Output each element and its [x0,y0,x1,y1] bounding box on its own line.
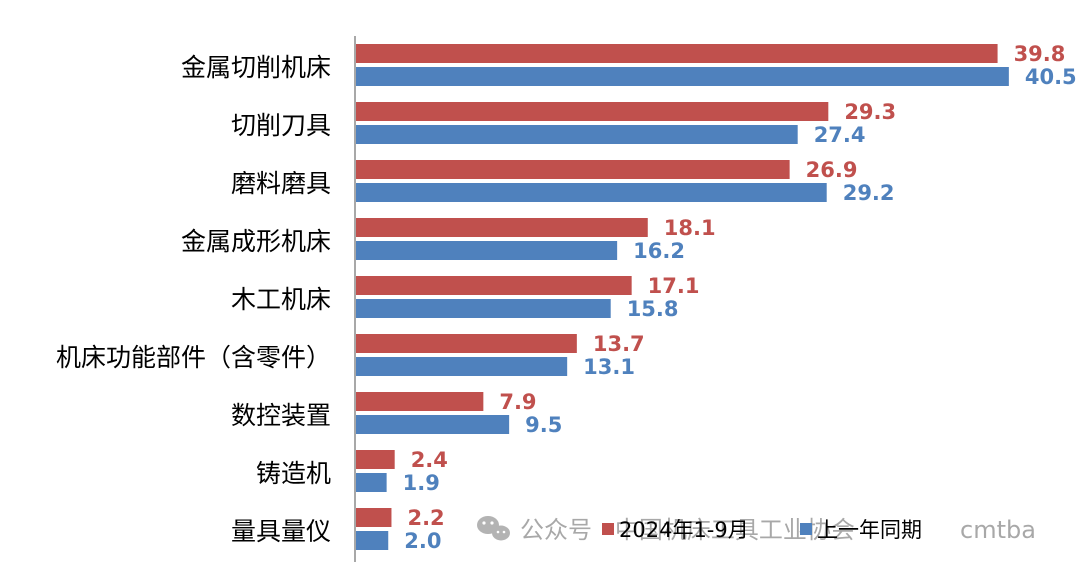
category-label: 数控装置 [231,401,331,430]
category-label: 木工机床 [231,285,331,314]
data-label-series-2: 9.5 [525,413,562,437]
data-label-series-1: 17.1 [648,274,700,298]
watermark: 公众号 · 中国机床工具工业协会 cmtba [477,516,1036,544]
labels-layer: 金属切削机床 39.840.5 切削刀具 29.327.4 磨料磨具 26.929.2 金属… [56,42,1077,553]
data-label-series-2: 13.1 [583,355,635,379]
bar-series-1 [356,450,395,469]
legend-swatch-series-2 [800,523,812,535]
wechat-icon [477,516,510,541]
data-label-series-1: 2.2 [407,506,444,530]
data-label-series-2: 2.0 [404,529,441,553]
data-label-series-1: 13.7 [593,332,645,356]
category-label: 磨料磨具 [231,169,331,198]
watermark-text-left: 公众号 · 中国机床工具工业协会 [520,516,855,544]
data-label-series-2: 27.4 [814,123,866,147]
bar-series-2 [356,67,1009,86]
bar-series-1 [356,334,577,353]
data-label-series-2: 1.9 [403,471,440,495]
data-label-series-2: 40.5 [1025,65,1077,89]
data-label-series-2: 29.2 [843,181,895,205]
bar-series-1 [356,44,998,63]
category-label: 量具量仪 [231,517,331,546]
bar-series-1 [356,392,484,411]
watermark-text-right: cmtba [960,516,1036,544]
category-label: 铸造机 [256,459,331,488]
bar-series-2 [356,241,618,260]
bars-layer [356,44,1009,550]
bar-series-2 [356,357,568,376]
bar-series-1 [356,276,632,295]
bar-series-2 [356,473,387,492]
bar-series-2 [356,183,827,202]
bar-series-2 [356,125,798,144]
bar-series-1 [356,102,829,121]
bar-series-2 [356,415,510,434]
category-label: 切削刀具 [231,111,331,140]
legend: 2024年1-9月 上一年同期 [602,518,922,542]
data-label-series-1: 26.9 [806,158,858,182]
bar-series-1 [356,508,392,527]
data-label-series-1: 29.3 [844,100,896,124]
data-label-series-1: 39.8 [1014,42,1066,66]
bar-series-2 [356,531,389,550]
category-label: 金属成形机床 [181,227,331,256]
legend-label-series-1: 2024年1-9月 [619,518,749,542]
data-label-series-2: 16.2 [633,239,685,263]
bar-series-2 [356,299,611,318]
data-label-series-2: 15.8 [627,297,679,321]
data-label-series-1: 18.1 [664,216,716,240]
data-label-series-1: 7.9 [499,390,536,414]
data-label-series-1: 2.4 [411,448,448,472]
bar-series-1 [356,218,648,237]
category-label: 机床功能部件（含零件） [56,343,331,372]
category-label: 金属切削机床 [181,53,331,82]
legend-label-series-2: 上一年同期 [817,518,922,542]
bar-series-1 [356,160,790,179]
legend-swatch-series-1 [602,523,614,535]
